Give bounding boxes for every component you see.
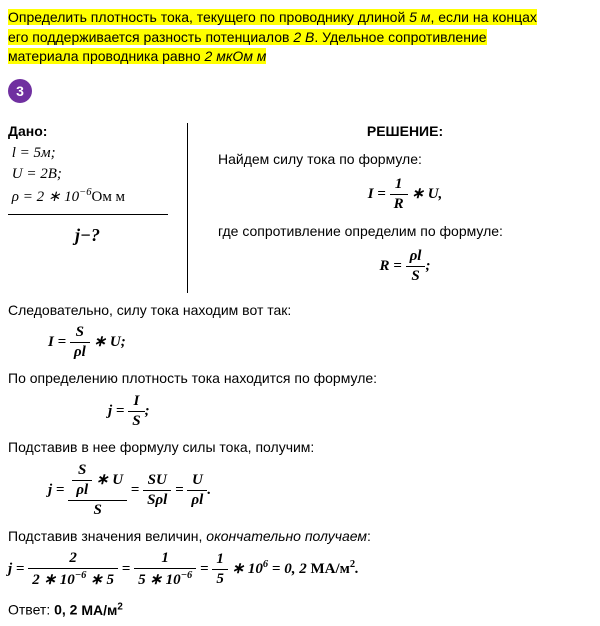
formula-2: R = ρlS; bbox=[218, 248, 592, 285]
solution-column: РЕШЕНИЕ: Найдем силу тока по формуле: I … bbox=[188, 123, 592, 293]
given-title: Дано: bbox=[8, 123, 167, 139]
given-rho: ρ = 2 ∗ 10−6Ом м bbox=[8, 187, 167, 206]
problem-number-badge: 3 bbox=[8, 79, 32, 103]
given-column: Дано: l = 5м; U = 2B; ρ = 2 ∗ 10−6Ом м j… bbox=[8, 123, 188, 293]
body-text-5: Подставив в нее формулу силы тока, получ… bbox=[8, 438, 592, 458]
body-text-6: Подставив значения величин, окончательно… bbox=[8, 527, 592, 547]
formula-4: j = IS; bbox=[108, 393, 592, 430]
solution-container: Дано: l = 5м; U = 2B; ρ = 2 ∗ 10−6Ом м j… bbox=[8, 123, 592, 293]
given-l: l = 5м; bbox=[8, 145, 167, 162]
body-text-4: По определению плотность тока находится … bbox=[8, 369, 592, 389]
solution-text-2: где сопротивление определим по формуле: bbox=[218, 221, 592, 242]
given-u: U = 2B; bbox=[8, 166, 167, 183]
formula-3: I = Sρl ∗ U; bbox=[48, 324, 592, 361]
formula-6: j = 22 ∗ 10−6 ∗ 5 = 15 ∗ 10−6 = 15 ∗ 106… bbox=[8, 550, 592, 589]
answer: Ответ: 0, 2 МА/м2 bbox=[8, 601, 592, 618]
problem-line2-hl: его поддерживается разность потенциалов … bbox=[8, 29, 487, 45]
problem-line1-hl: Определить плотность тока, текущего по п… bbox=[8, 9, 537, 25]
problem-statement: Определить плотность тока, текущего по п… bbox=[8, 8, 592, 67]
formula-1: I = 1R ∗ U, bbox=[218, 176, 592, 213]
solution-title: РЕШЕНИЕ: bbox=[218, 123, 592, 139]
find-line: j−? bbox=[8, 215, 167, 256]
solution-text-1: Найдем силу тока по формуле: bbox=[218, 149, 592, 170]
body-text-3: Следовательно, силу тока находим вот так… bbox=[8, 301, 592, 321]
problem-line3-hl: материала проводника равно 2 мкОм м bbox=[8, 48, 266, 64]
formula-5: j = Sρl ∗ US = SUSρl = Uρl. bbox=[48, 462, 592, 519]
